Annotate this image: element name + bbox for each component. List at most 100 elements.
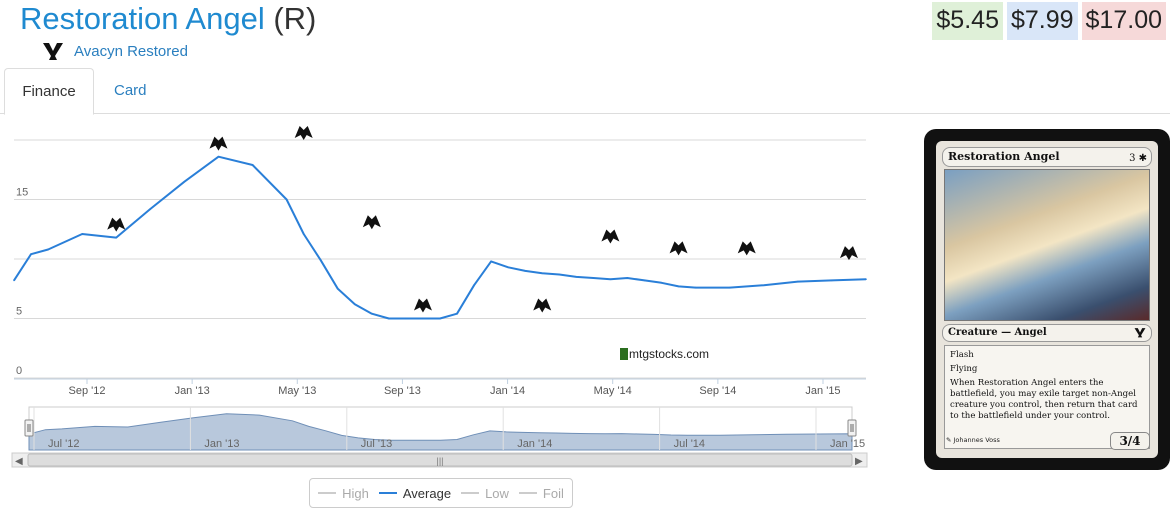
card-rules-text: Flash Flying When Restoration Angel ente…: [944, 345, 1150, 449]
data-point: [81, 233, 83, 235]
avacyn-restored-set-icon: [209, 136, 228, 151]
watermark: mtgstocks.com: [620, 347, 709, 361]
legend-label-low: Low: [485, 485, 509, 501]
x-tick-label: May '13: [278, 385, 316, 397]
price-summary: $5.45 $7.99 $17.00: [932, 2, 1166, 40]
tab-finance[interactable]: Finance: [4, 68, 94, 115]
set-release-markers: [107, 125, 858, 313]
data-point: [797, 280, 799, 283]
avacyn-restored-set-icon: [43, 43, 63, 60]
legend-label-high: High: [342, 485, 369, 501]
average-price: $7.99: [1006, 2, 1078, 40]
data-point: [336, 287, 339, 290]
scroll-left-icon[interactable]: ◀: [15, 456, 23, 467]
data-point: [473, 284, 475, 286]
return-to-ravnica-set-icon: [294, 125, 313, 140]
scrollbar-thumb[interactable]: [27, 453, 853, 467]
power-toughness: 3/4: [1110, 432, 1150, 450]
data-point: [592, 277, 595, 279]
legend-item-average[interactable]: Average: [378, 485, 452, 501]
chart-grid: [14, 139, 866, 380]
magic-2014-set-icon: [362, 215, 381, 230]
set-row: Avacyn Restored: [42, 40, 188, 62]
series-line-average[interactable]: [13, 155, 867, 320]
tab-bar: Finance Card: [0, 68, 1170, 115]
legend-swatch-foil: [518, 492, 537, 494]
x-tick-label: Sep '14: [699, 385, 736, 397]
x-tick-label: Jan '14: [490, 385, 525, 397]
rules-line: Flash: [950, 350, 974, 360]
data-point: [643, 279, 646, 282]
chart-legend: High Average Low Foil: [309, 478, 573, 508]
legend-label-average: Average: [402, 485, 452, 501]
data-point: [541, 272, 544, 275]
navigator-tick-label: Jul '12: [48, 438, 79, 450]
card-name: Restoration Angel: [20, 1, 265, 36]
y-axis-labels: 0 5 15: [16, 187, 28, 378]
card-artwork: [944, 169, 1150, 321]
high-price: $17.00: [1081, 2, 1166, 40]
x-tick-label: Sep '12: [69, 385, 106, 397]
navigator-tick-label: Jul '13: [361, 438, 392, 450]
card-artist: ✎ Johannes Voss: [946, 436, 1000, 444]
legend-item-high[interactable]: High: [318, 486, 369, 501]
data-point: [626, 277, 629, 279]
khans-of-tarkir-set-icon: [737, 241, 756, 256]
data-point: [149, 208, 152, 210]
data-point: [388, 317, 390, 320]
data-point: [490, 260, 492, 263]
navigator-scrollbar[interactable]: ◀ ▶ |||: [11, 452, 868, 468]
card-title: Restoration Angel (R): [20, 0, 316, 38]
data-point: [115, 236, 118, 239]
range-navigator[interactable]: Jul '12 Jan '13 Jul '13 Jan '14 Jul '14 Jan '…: [11, 406, 868, 468]
born-of-the-gods-set-icon: [533, 298, 552, 313]
navigator-tick-label: Jan '13: [204, 438, 239, 450]
data-point: [762, 284, 765, 286]
dark-ascension-set-icon: [107, 217, 126, 232]
low-price: $5.45: [932, 2, 1003, 40]
legend-swatch-low: [461, 492, 480, 494]
set-link[interactable]: Avacyn Restored: [74, 42, 188, 60]
x-tick-label: Jan '15: [805, 385, 840, 397]
data-point: [422, 317, 424, 320]
data-point: [302, 233, 305, 235]
data-point: [865, 278, 867, 281]
avacyn-restored-set-icon: [1134, 328, 1146, 338]
navigator-handle-left[interactable]: [24, 419, 34, 437]
legend-label-foil: Foil: [542, 485, 564, 501]
price-chart[interactable]: 0 5 15 Sep '12 Jan '13 May '13 Sep '13 Jan '14…: [0, 125, 880, 473]
data-point: [251, 164, 254, 166]
y-tick-label: 0: [16, 365, 22, 377]
data-point: [217, 155, 220, 158]
y-tick-label: 5: [16, 306, 22, 318]
navigator-tick-label: Jan '15: [830, 438, 865, 450]
fate-reforged-set-icon: [839, 246, 858, 261]
x-tick-label: May '14: [594, 385, 632, 397]
card-image-title: Restoration Angel: [948, 150, 1060, 163]
tab-card[interactable]: Card: [114, 82, 147, 99]
data-point: [30, 253, 32, 256]
legend-swatch-average: [378, 492, 397, 494]
rules-line: Flying: [950, 364, 978, 374]
data-point: [831, 279, 833, 282]
data-point: [439, 317, 441, 320]
data-point: [609, 278, 612, 281]
journey-into-nyx-set-icon: [601, 229, 620, 244]
card-artist-name: Johannes Voss: [953, 436, 1000, 444]
rules-line: When Restoration Angel enters the battle…: [950, 378, 1138, 421]
card-rarity: (R): [273, 1, 317, 36]
data-point: [677, 285, 680, 288]
data-point: [524, 270, 526, 272]
data-point: [13, 279, 15, 282]
data-point: [285, 198, 288, 201]
data-point: [371, 312, 373, 315]
mana-cost: 3 ✱: [1129, 153, 1147, 164]
legend-item-foil[interactable]: Foil: [518, 485, 564, 501]
legend-item-low[interactable]: Low: [461, 486, 509, 501]
navigator-tick-label: Jan '14: [517, 438, 552, 450]
card-type-bar: Creature — Angel: [942, 324, 1152, 342]
scroll-right-icon[interactable]: ▶: [855, 456, 863, 467]
watermark-text: mtgstocks.com: [629, 347, 709, 361]
data-point: [660, 282, 663, 284]
navigator-handle-right[interactable]: [847, 419, 857, 437]
